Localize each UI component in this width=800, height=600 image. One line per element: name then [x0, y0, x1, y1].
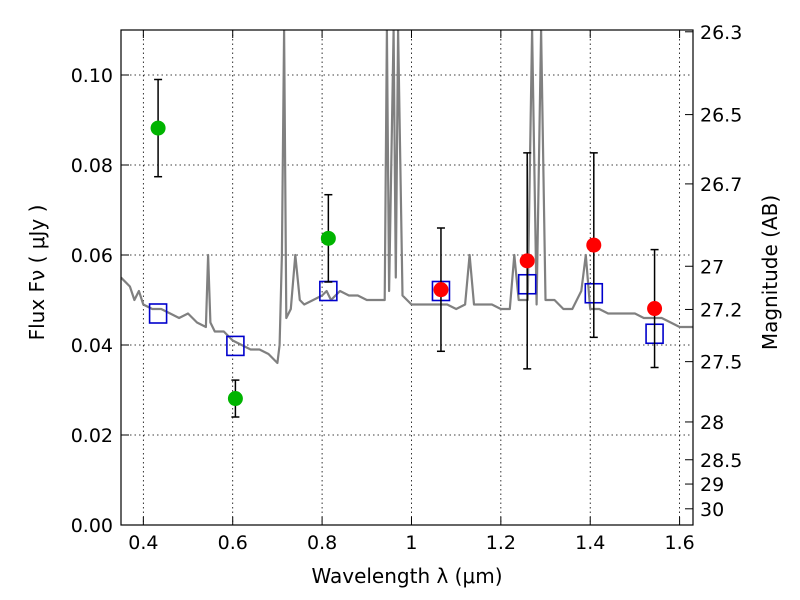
right-tick-label: 26.5: [700, 105, 742, 127]
observed-point-marker: [586, 237, 602, 253]
observed-point-marker: [647, 301, 663, 317]
x-tick-label: 0.4: [128, 532, 158, 554]
y-tick-label: 0.02: [71, 425, 113, 447]
x-tick-label: 1: [405, 532, 417, 554]
y-tick-label: 0.00: [71, 515, 113, 537]
right-tick-label: 27.5: [700, 352, 742, 374]
x-tick-label: 1.6: [664, 532, 694, 554]
right-tick-label: 28: [700, 412, 724, 434]
x-axis-title: Wavelength λ (μm): [311, 564, 502, 588]
right-tick-label: 28.5: [700, 450, 742, 472]
x-tick-label: 0.6: [218, 532, 248, 554]
y-tick-label: 0.10: [71, 65, 113, 87]
model-square-marker: [148, 303, 168, 324]
right-tick-label: 26.3: [700, 22, 742, 44]
points-layer: [148, 78, 664, 418]
right-tick-label: 26.7: [700, 174, 742, 196]
observed-point-marker: [150, 120, 166, 136]
observed-point-marker: [519, 253, 535, 269]
observed-point-marker: [227, 391, 243, 407]
y-tick-label: 0.06: [71, 245, 113, 267]
y-axis-title: Flux Fν ( μJy ): [25, 205, 49, 341]
x-tick-label: 1.4: [575, 532, 605, 554]
right-tick-label: 27.2: [700, 299, 742, 321]
grid-layer: [121, 30, 693, 526]
x-tick-label: 1.2: [486, 532, 516, 554]
observed-point-marker: [320, 230, 336, 246]
right-tick-label: 27: [700, 256, 724, 278]
observed-point-marker: [433, 282, 449, 298]
model-square-marker: [226, 335, 245, 357]
y-tick-label: 0.04: [71, 335, 113, 357]
right-tick-label: 29: [700, 474, 724, 496]
y-tick-label: 0.08: [71, 155, 113, 177]
spectrum-layer: [121, 30, 693, 365]
y-right-axis-title: Magnitude (AB): [758, 195, 782, 350]
x-tick-label: 0.8: [307, 532, 337, 554]
plot-frame: [120, 29, 694, 526]
right-tick-label: 30: [700, 499, 724, 521]
ticks-layer: 0.4 0.6 0.8 1 1.2 1.4 1.6 0.00 0.02 0.04 0.06 0.08 0…: [71, 22, 743, 554]
spectrum-line: [121, 30, 693, 365]
